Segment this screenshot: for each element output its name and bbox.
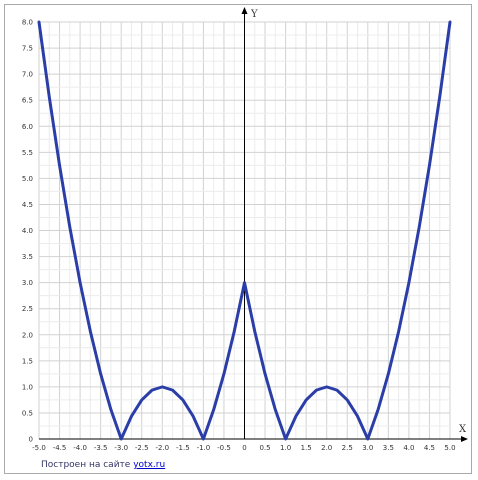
- x-tick-label: 2.0: [321, 444, 332, 452]
- x-tick-label: 3.0: [362, 444, 373, 452]
- axes: [39, 7, 468, 442]
- y-tick-label: 6.0: [22, 123, 33, 131]
- series-line: [37, 20, 452, 441]
- y-tick-label: 4.5: [22, 201, 33, 209]
- y-tick-label: 6.5: [22, 97, 33, 105]
- y-tick-labels: 0 0.5 1.0 1.5 2.0 2.5 3.0 3.5 4.0 4.5 5.0 5.5 6.0 6.5…: [22, 19, 33, 444]
- y-tick-label: 3.0: [22, 279, 33, 287]
- y-tick-label: 2.5: [22, 305, 33, 313]
- series: [37, 20, 452, 441]
- x-tick-label: -3.5: [94, 444, 108, 452]
- y-tick-label: 8.0: [22, 19, 33, 27]
- x-tick-label: -0.5: [217, 444, 231, 452]
- y-tick-label: 5.0: [22, 175, 33, 183]
- credit-text: Построен на сайте: [41, 460, 131, 470]
- x-tick-label: -3.0: [114, 444, 128, 452]
- x-tick-label: 0: [242, 444, 246, 452]
- x-axis-label: X: [459, 424, 467, 435]
- x-tick-label: 2.5: [342, 444, 353, 452]
- x-tick-label: -2.0: [155, 444, 169, 452]
- x-tick-label: -4.0: [73, 444, 87, 452]
- x-tick-label: -1.0: [197, 444, 211, 452]
- y-tick-label: 7.0: [22, 71, 33, 79]
- y-tick-label: 5.5: [22, 149, 33, 157]
- x-tick-label: -2.5: [135, 444, 149, 452]
- x-tick-label: 5.0: [444, 444, 455, 452]
- y-axis-arrow: [241, 7, 248, 14]
- credit-link[interactable]: yotx.ru: [133, 460, 166, 470]
- plot-area: -5.0 -4.5 -4.0 -3.5 -3.0 -2.5 -2.0 -1.5 -1.0 -0.5…: [22, 7, 468, 452]
- x-tick-label: -4.5: [53, 444, 67, 452]
- x-tick-label: -1.5: [176, 444, 190, 452]
- y-tick-label: 1.0: [22, 383, 33, 391]
- x-tick-label: 0.5: [259, 444, 270, 452]
- y-axis-label: Y: [250, 9, 258, 20]
- site-credit: Построен на сайте yotx.ru: [41, 460, 165, 470]
- chart-frame: -5.0 -4.5 -4.0 -3.5 -3.0 -2.5 -2.0 -1.5 -1.0 -0.5…: [4, 4, 472, 474]
- x-tick-label: 1.5: [301, 444, 312, 452]
- x-tick-label: 3.5: [383, 444, 394, 452]
- y-tick-label: 0.5: [22, 409, 33, 417]
- x-axis-arrow: [461, 436, 468, 442]
- y-tick-label: 4.0: [22, 227, 33, 235]
- y-tick-label: 7.5: [22, 45, 33, 53]
- y-tick-label: 0: [29, 436, 33, 444]
- x-tick-label: -5.0: [32, 444, 46, 452]
- x-tick-labels: -5.0 -4.5 -4.0 -3.5 -3.0 -2.5 -2.0 -1.5 -1.0 -0.5…: [32, 444, 455, 452]
- x-tick-label: 4.5: [424, 444, 435, 452]
- y-tick-label: 1.5: [22, 357, 33, 365]
- x-tick-label: 4.0: [403, 444, 414, 452]
- x-tick-label: 1.0: [280, 444, 291, 452]
- y-tick-label: 3.5: [22, 253, 33, 261]
- y-tick-label: 2.0: [22, 331, 33, 339]
